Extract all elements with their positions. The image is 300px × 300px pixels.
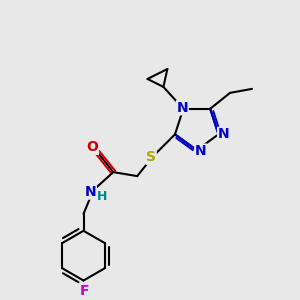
Text: F: F: [80, 284, 89, 298]
Text: N: N: [195, 144, 206, 158]
Text: H: H: [97, 190, 108, 203]
Text: O: O: [86, 140, 98, 154]
Text: N: N: [85, 185, 96, 199]
Text: N: N: [218, 127, 229, 141]
Text: S: S: [146, 150, 156, 164]
Text: N: N: [176, 101, 188, 115]
